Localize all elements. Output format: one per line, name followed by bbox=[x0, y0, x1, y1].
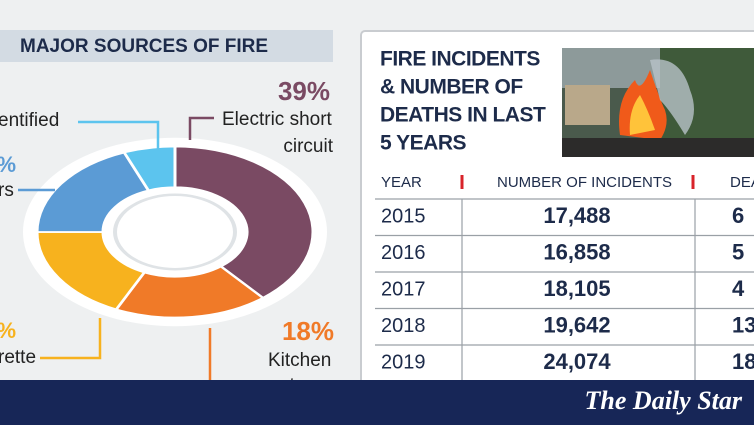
table-cell: 5 bbox=[732, 239, 744, 264]
donut-hole-ring bbox=[113, 193, 237, 271]
table-cell: 18 bbox=[732, 349, 754, 374]
logo: The Daily Star bbox=[585, 386, 743, 415]
category-label: rette bbox=[0, 347, 36, 368]
table-header: DEA bbox=[730, 174, 754, 191]
category-label: Kitchen bbox=[268, 350, 331, 371]
footer-bar bbox=[0, 380, 754, 425]
table-cell: 2016 bbox=[381, 242, 426, 264]
category-label: circuit bbox=[283, 136, 333, 157]
table-header: YEAR bbox=[381, 174, 422, 191]
table-cell: 13 bbox=[732, 312, 754, 337]
category-label: rs bbox=[0, 180, 14, 201]
table-cell: 24,074 bbox=[543, 349, 611, 374]
photo bbox=[562, 48, 754, 157]
value-label: % bbox=[0, 152, 16, 177]
leader-line bbox=[188, 116, 214, 140]
table-cell: 2019 bbox=[381, 351, 426, 373]
table-cell: 6 bbox=[732, 203, 744, 228]
value-label: 39% bbox=[278, 76, 330, 106]
value-label: 18% bbox=[282, 316, 334, 346]
table-cell: 18,105 bbox=[543, 276, 610, 301]
value-label: % bbox=[0, 318, 16, 343]
table-title: 5 YEARS bbox=[380, 132, 466, 155]
table-cell: 2015 bbox=[381, 205, 426, 227]
title-band bbox=[0, 30, 333, 62]
table-title: & NUMBER OF bbox=[380, 76, 523, 99]
header-marker bbox=[460, 175, 464, 189]
category-label: entified bbox=[0, 110, 59, 131]
table-cell: 2017 bbox=[381, 278, 426, 300]
table-cell: 4 bbox=[732, 276, 745, 301]
donut-segment bbox=[122, 145, 177, 192]
left-title: MAJOR SOURCES OF FIRE bbox=[20, 36, 268, 57]
donut bbox=[23, 137, 327, 327]
leader-line bbox=[78, 120, 160, 150]
table-cell: 19,642 bbox=[543, 312, 610, 337]
table-cell: 2018 bbox=[381, 315, 426, 337]
donut-segment bbox=[173, 145, 315, 300]
table-header: NUMBER OF INCIDENTS bbox=[497, 174, 672, 191]
table-cell: 17,488 bbox=[543, 203, 610, 228]
header-marker bbox=[691, 175, 695, 189]
category-label: Electric short bbox=[222, 109, 333, 130]
leader-line bbox=[40, 318, 102, 360]
table-cell: 16,858 bbox=[543, 239, 610, 264]
table-title: DEATHS IN LAST bbox=[380, 104, 546, 127]
table-title: FIRE INCIDENTS bbox=[380, 48, 540, 71]
